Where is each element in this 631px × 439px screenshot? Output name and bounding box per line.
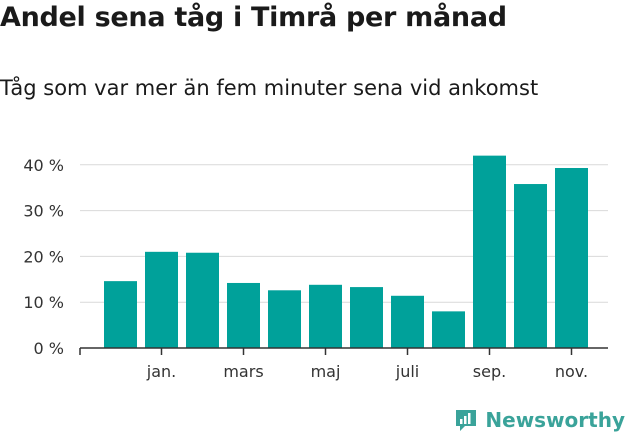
chart-subtitle: Tåg som var mer än fem minuter sena vid …	[0, 76, 539, 100]
bar-jan	[145, 251, 178, 348]
bar-apr	[268, 290, 301, 348]
x-tick-label: maj	[311, 362, 341, 381]
x-tick-label: sep.	[473, 362, 506, 381]
bar-chart: 0 % 10 % 20 % 30 % 40 % jan. mars maj juli sep. n…	[23, 155, 608, 381]
chart-title: Andel sena tåg i Timrå per månad	[0, 2, 507, 33]
bar-feb	[186, 252, 219, 348]
x-tick-label: mars	[223, 362, 263, 381]
bars	[104, 155, 588, 348]
brand-name: Newsworthy	[485, 408, 625, 432]
y-tick-label: 40 %	[23, 156, 64, 175]
bar-sep	[473, 155, 506, 348]
newsworthy-logo: Newsworthy	[453, 407, 625, 433]
bar-nov	[555, 168, 588, 348]
y-tick-label: 30 %	[23, 202, 64, 221]
x-tick-label: juli	[395, 362, 419, 381]
newsworthy-logo-icon	[456, 410, 477, 431]
bar-juni	[350, 287, 383, 348]
x-axis	[79, 347, 608, 355]
y-tick-label: 20 %	[23, 247, 64, 266]
bar-juli	[391, 295, 424, 348]
bar-okt	[514, 184, 547, 348]
x-tick-label: jan.	[146, 362, 176, 381]
bar-maj	[309, 284, 342, 348]
x-tick-label: nov.	[555, 362, 588, 381]
y-tick-label: 10 %	[23, 293, 64, 312]
x-tick-labels: jan. mars maj juli sep. nov.	[146, 362, 588, 381]
bar-mars	[227, 282, 260, 348]
bar-aug	[432, 311, 465, 348]
y-tick-label: 0 %	[34, 339, 64, 358]
bar-dec	[104, 281, 137, 348]
y-tick-labels: 0 % 10 % 20 % 30 % 40 %	[23, 156, 64, 358]
